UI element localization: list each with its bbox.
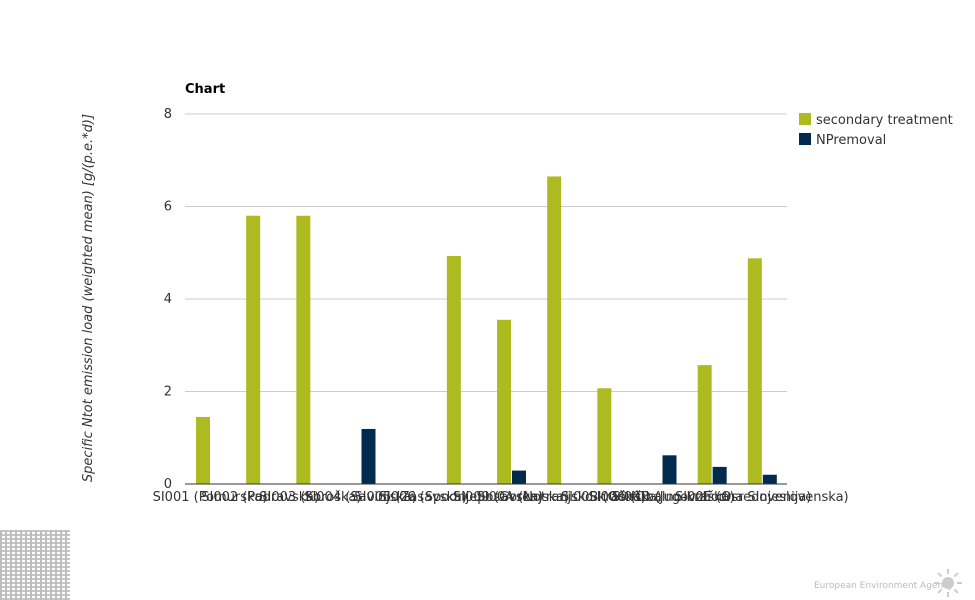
bar-npremoval[interactable] — [762, 474, 777, 484]
legend[interactable]: secondary treatment NPremoval — [799, 113, 953, 148]
y-tick-label: 8 — [164, 107, 172, 122]
bar-secondary-treatment[interactable] — [547, 176, 562, 484]
bars — [196, 176, 777, 484]
x-category-label: SI00B (Goriška) — [561, 490, 662, 505]
chart-title: Chart — [185, 82, 225, 97]
x-category-label: SI003 (Koroška) — [259, 490, 361, 505]
x-category-label: SI00A (Notranjsko-kraška) — [476, 490, 645, 505]
footer-brand: European Environment Agency — [814, 581, 954, 591]
y-axis-title: Specific Ntot emission load (weighted me… — [81, 114, 96, 482]
bar-secondary-treatment[interactable] — [497, 319, 511, 484]
qr-code — [0, 530, 70, 600]
bar-npremoval[interactable] — [361, 428, 376, 484]
x-category-label: SI001 (Pomurska) — [153, 490, 268, 505]
bar-secondary-treatment[interactable] — [296, 215, 311, 484]
x-category-label: SI00C (Obalno-kraška) — [588, 490, 734, 505]
bar-npremoval[interactable] — [662, 455, 677, 484]
x-category-label: SI009 (Gorenjska) — [453, 490, 569, 505]
eea-sun-icon — [934, 569, 962, 597]
gridlines — [185, 113, 787, 392]
bar-secondary-treatment[interactable] — [597, 388, 612, 484]
x-category-label: SI00E (Osrednjeslovenska) — [675, 490, 849, 505]
bar-secondary-treatment[interactable] — [697, 365, 712, 484]
legend-label[interactable]: secondary treatment — [816, 113, 953, 128]
y-tick-label: 6 — [164, 200, 172, 215]
x-category-label: SI00D (Jugovzhodna Slovenija) — [612, 490, 811, 505]
y-tick-label: 0 — [164, 477, 172, 492]
y-tick-label: 4 — [164, 292, 172, 307]
bar-npremoval[interactable] — [712, 466, 727, 484]
bar-secondary-treatment[interactable] — [246, 215, 261, 484]
bar-secondary-treatment[interactable] — [446, 255, 461, 484]
x-category-label: SI006 (Spodnjeposavska) — [379, 490, 543, 505]
y-tick-label: 2 — [164, 385, 172, 400]
legend-swatch[interactable] — [799, 133, 811, 145]
legend-swatch[interactable] — [799, 113, 811, 125]
x-axis-labels: SI001 (Pomurska)SI002 (Podravska)SI003 (… — [153, 490, 849, 505]
x-category-label: SI002 (Podravska) — [201, 490, 319, 505]
x-category-label: SI004 (Savinjska) — [304, 490, 417, 505]
x-category-label: SI005 (Zasavska) — [354, 490, 467, 505]
bar-npremoval[interactable] — [512, 470, 526, 484]
legend-label[interactable]: NPremoval — [816, 133, 886, 148]
bar-secondary-treatment[interactable] — [747, 258, 762, 484]
y-axis-ticks: 0 2 4 6 8 — [164, 107, 172, 492]
bar-secondary-treatment[interactable] — [196, 416, 210, 484]
